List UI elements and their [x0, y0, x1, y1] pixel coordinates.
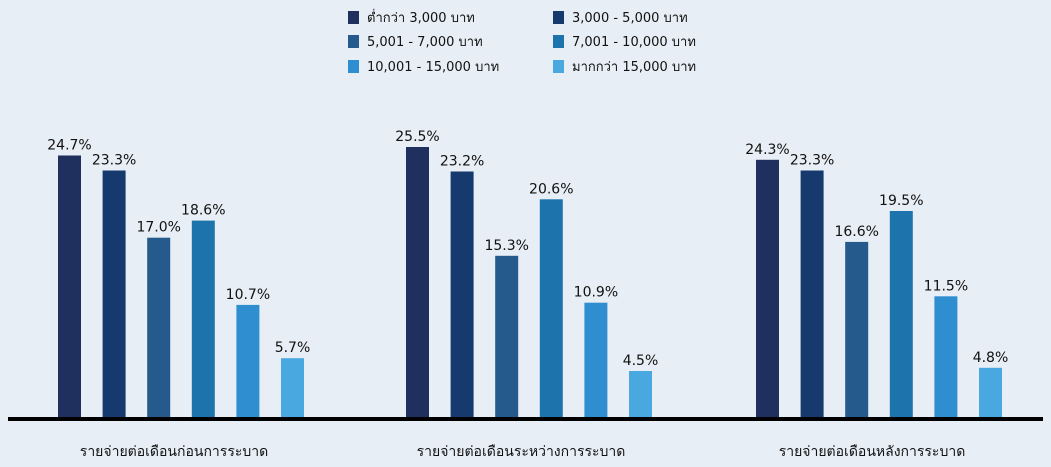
- legend-swatch: [348, 60, 359, 73]
- bar: [406, 147, 429, 419]
- bar: [495, 255, 519, 419]
- bar: [58, 155, 81, 419]
- data-label: 25.5%: [395, 129, 439, 145]
- data-label: 23.2%: [440, 154, 484, 170]
- legend-label: 3,000 - 5,000 บาท: [572, 11, 688, 26]
- bar: [756, 159, 779, 420]
- data-label: 18.6%: [181, 203, 225, 219]
- data-label: 10.7%: [226, 287, 270, 303]
- data-label: 24.7%: [47, 138, 91, 154]
- data-label: 24.3%: [745, 142, 789, 158]
- x-tick-label: รายจ่ายต่อเดือนระหว่างการระบาด: [417, 444, 626, 460]
- legend-swatch: [553, 35, 564, 48]
- bar: [450, 171, 474, 419]
- data-label: 11.5%: [924, 278, 968, 294]
- data-label: 4.8%: [973, 350, 1009, 366]
- bar: [147, 237, 171, 419]
- bar: [191, 220, 215, 419]
- data-label: 4.5%: [623, 353, 659, 369]
- legend-label: 10,001 - 15,000 บาท: [367, 60, 499, 75]
- legend-label: มากกว่า 15,000 บาท: [572, 60, 696, 75]
- data-label: 23.3%: [790, 153, 834, 169]
- legend-label: ต่ำกว่า 3,000 บาท: [367, 9, 475, 26]
- data-label: 15.3%: [484, 238, 528, 254]
- legend-swatch: [553, 60, 564, 73]
- legend-swatch: [348, 35, 359, 48]
- x-tick-label: รายจ่ายต่อเดือนก่อนการระบาด: [80, 444, 268, 460]
- legend-swatch: [348, 11, 359, 24]
- bar: [800, 170, 824, 419]
- data-label: 10.9%: [574, 285, 618, 301]
- bar: [629, 371, 652, 419]
- bar: [934, 296, 958, 419]
- legend-label: 7,001 - 10,000 บาท: [572, 35, 696, 50]
- bar: [236, 304, 260, 419]
- group-labels: รายจ่ายต่อเดือนก่อนการระบาด รายจ่ายต่อเดื…: [80, 444, 966, 460]
- legend: ต่ำกว่า 3,000 บาท 3,000 - 5,000 บาท 5,001 …: [348, 9, 696, 75]
- bar: [584, 302, 608, 419]
- value-labels: 24.7%23.3%17.0%18.6%10.7%5.7%25.5%23.2%1…: [47, 129, 1008, 369]
- bar: [979, 367, 1002, 419]
- data-label: 17.0%: [136, 220, 180, 236]
- data-label: 16.6%: [834, 224, 878, 240]
- x-tick-label: รายจ่ายต่อเดือนหลังการระบาด: [779, 444, 966, 460]
- legend-label: 5,001 - 7,000 บาท: [367, 35, 483, 50]
- data-label: 5.7%: [275, 340, 311, 356]
- bar: [281, 358, 304, 419]
- bar: [539, 199, 563, 419]
- legend-swatch: [553, 11, 564, 24]
- data-label: 19.5%: [879, 193, 923, 209]
- bar: [102, 170, 126, 419]
- data-label: 20.6%: [529, 181, 573, 197]
- bar: [845, 241, 869, 419]
- bar: [889, 211, 913, 419]
- data-label: 23.3%: [92, 153, 136, 169]
- bars: [58, 147, 1002, 420]
